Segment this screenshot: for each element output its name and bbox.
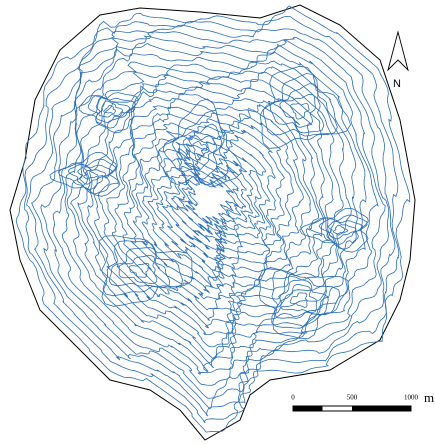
scale-label: 500 bbox=[347, 394, 358, 402]
scale-unit: m bbox=[424, 390, 434, 405]
contour bbox=[96, 98, 130, 123]
scale-label: 1000 bbox=[404, 394, 419, 402]
contour bbox=[274, 276, 328, 318]
contour bbox=[53, 44, 378, 386]
contour bbox=[104, 106, 116, 114]
north-label: N bbox=[393, 78, 401, 90]
contour bbox=[62, 52, 366, 374]
contour-lines bbox=[10, 5, 415, 440]
scale-label: 0 bbox=[291, 394, 295, 402]
map: N 0 500 1000 m bbox=[0, 0, 435, 445]
contour bbox=[98, 93, 323, 328]
contour bbox=[115, 107, 310, 310]
scale-bar-segment bbox=[293, 406, 323, 411]
contour bbox=[328, 221, 356, 239]
north-arrow-shape bbox=[388, 32, 408, 70]
contour bbox=[157, 148, 265, 262]
contour bbox=[84, 170, 98, 179]
contour bbox=[291, 104, 310, 120]
scale-bar: 0 500 1000 m bbox=[291, 390, 434, 411]
contour bbox=[99, 101, 123, 117]
scale-bar-segment bbox=[352, 406, 411, 411]
north-arrow: N bbox=[388, 32, 408, 90]
